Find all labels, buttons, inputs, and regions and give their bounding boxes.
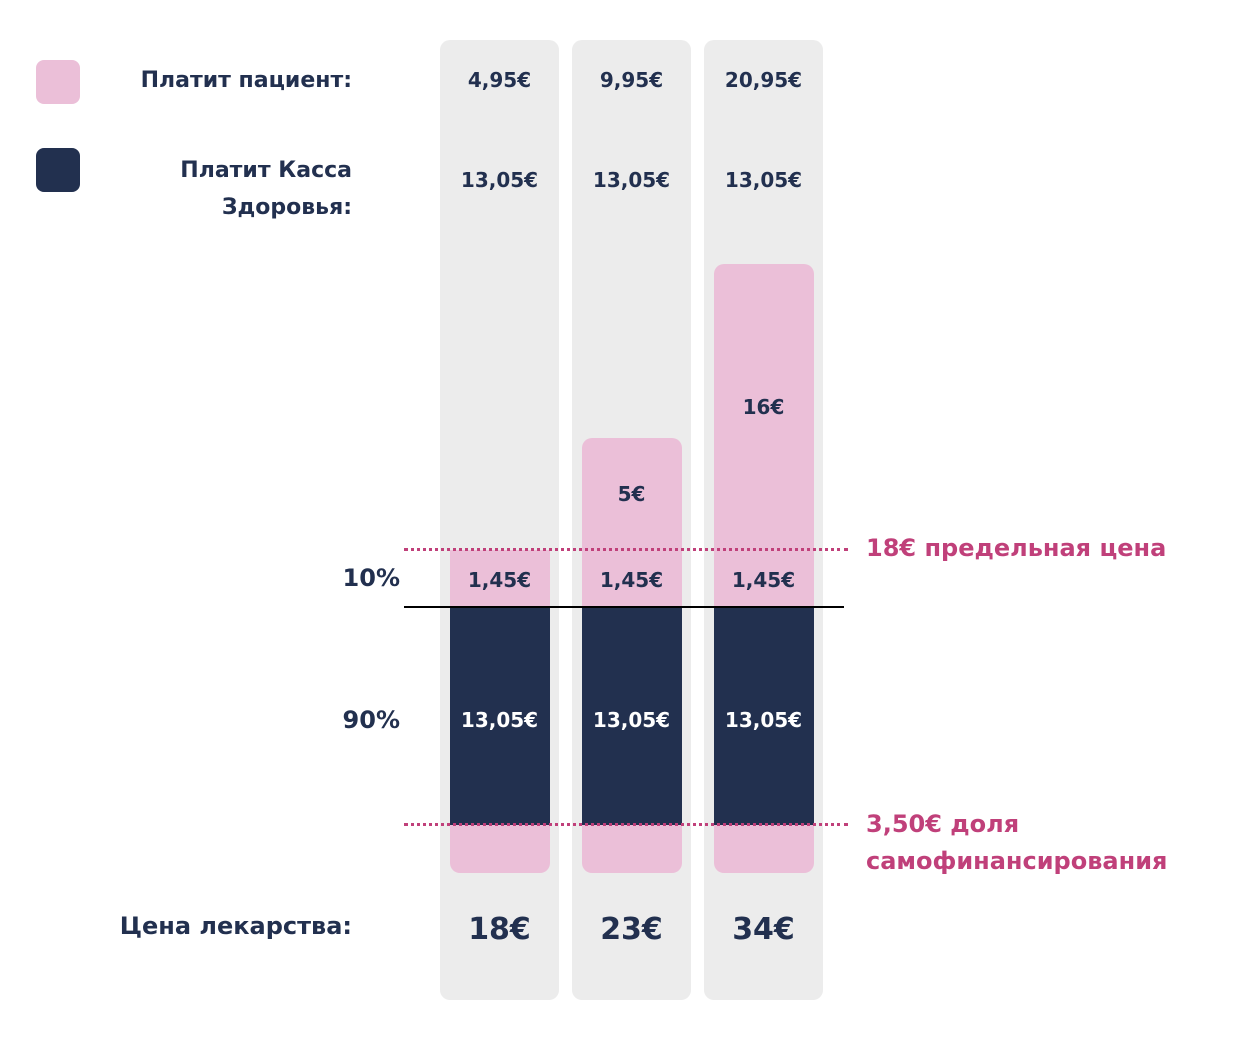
fund-label: 13,05€ — [460, 708, 539, 732]
annotation: 3,50€ доля самофинансирования — [866, 810, 1168, 875]
row-label: 90% — [342, 706, 400, 734]
extra-label: 5€ — [617, 482, 646, 506]
fund-bar — [450, 607, 550, 825]
fund-total: 13,05€ — [724, 168, 803, 192]
extra-label: 16€ — [742, 395, 785, 419]
row-label: 10% — [342, 564, 400, 592]
fund-label: 13,05€ — [592, 708, 671, 732]
row-label: Цена лекарства: — [119, 912, 352, 940]
fund-bar — [582, 607, 682, 825]
annotation: 18€ предельная цена — [866, 534, 1167, 562]
legend-label: Платит Касса Здоровья: — [180, 158, 352, 220]
fund-bar — [714, 607, 814, 825]
legend-label: Платит пациент: — [140, 68, 352, 93]
coinsurance-label: 1,45€ — [599, 568, 664, 592]
coinsurance-label: 1,45€ — [467, 568, 532, 592]
price: 34€ — [732, 912, 795, 947]
price: 18€ — [468, 912, 531, 947]
fund-total: 13,05€ — [592, 168, 671, 192]
limit-line — [404, 548, 848, 551]
legend-swatch-patient — [36, 60, 80, 104]
self-share-line — [404, 823, 848, 826]
legend-swatch-fund — [36, 148, 80, 192]
patient-total: 20,95€ — [724, 68, 803, 92]
patient-total: 4,95€ — [467, 68, 532, 92]
coinsurance-label: 1,45€ — [731, 568, 796, 592]
fund-label: 13,05€ — [724, 708, 803, 732]
patient-total: 9,95€ — [599, 68, 664, 92]
split-line — [404, 606, 844, 608]
fund-total: 13,05€ — [460, 168, 539, 192]
price: 23€ — [600, 912, 663, 947]
